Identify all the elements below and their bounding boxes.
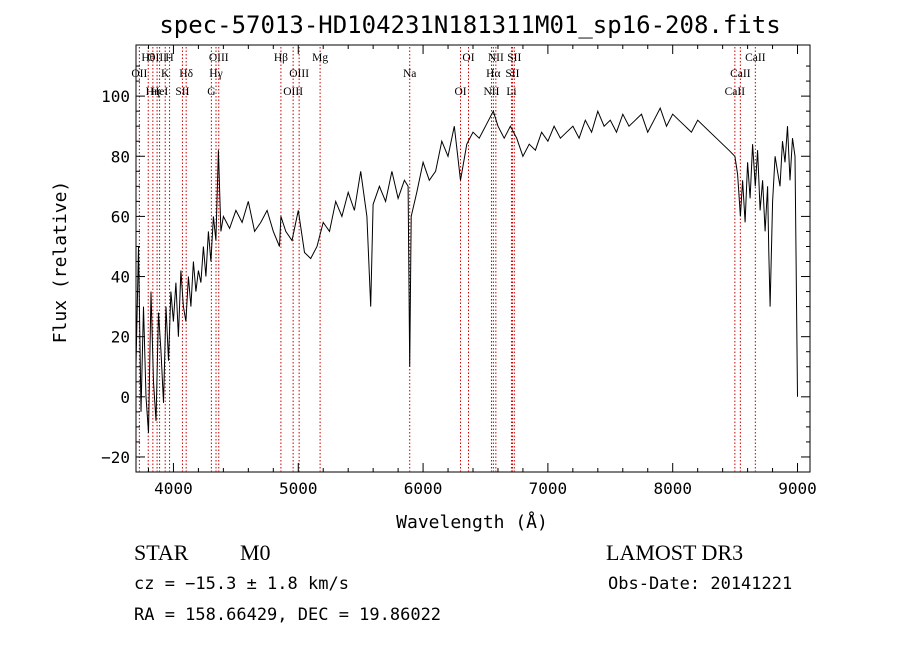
x-tick-label: 8000 xyxy=(653,479,692,498)
line-marker-label: SII xyxy=(507,52,521,64)
line-marker-label: SII xyxy=(505,68,519,80)
x-tick-label: 7000 xyxy=(529,479,568,498)
y-axis: −20 0 20 40 60 80 100 xyxy=(101,65,810,467)
line-marker-label: G xyxy=(207,86,215,98)
coordinates-text: RA = 158.66429, DEC = 19.86022 xyxy=(134,605,441,625)
y-axis-label: Flux (relative) xyxy=(50,181,71,344)
line-marker-label: CaII xyxy=(745,52,766,64)
y-tick-label: 20 xyxy=(111,328,130,347)
x-tick-label: 9000 xyxy=(778,479,817,498)
y-tick-label: 0 xyxy=(120,388,130,407)
line-marker-label: CaII xyxy=(730,68,751,80)
spectral-line-labels: HθOIIHηOIIIKHeIHHδSIIOIIIHγGHβOIIIOIIIMg… xyxy=(131,52,765,98)
line-marker-label: OI xyxy=(454,86,466,98)
line-marker-label: H xyxy=(165,52,173,64)
obs-date: Obs-Date: 20141221 xyxy=(608,574,792,594)
x-tick-label: 4000 xyxy=(154,479,193,498)
line-marker-label: Mg xyxy=(312,52,328,64)
line-marker-label: Hβ xyxy=(274,52,288,64)
line-marker-label: Hα xyxy=(486,68,500,80)
y-tick-label: 40 xyxy=(111,268,130,287)
line-marker-label: NII xyxy=(483,86,499,98)
flux-series-line xyxy=(135,106,798,433)
line-marker-label: NII xyxy=(488,52,504,64)
x-axis: 4000 5000 6000 7000 8000 9000 xyxy=(147,45,817,498)
x-axis-label: Wavelength (Å) xyxy=(396,511,548,533)
survey-name: LAMOST DR3 xyxy=(606,540,743,565)
line-marker-label: Hη xyxy=(146,86,160,98)
line-marker-label: OIII xyxy=(289,68,309,80)
y-tick-label: 60 xyxy=(111,207,130,226)
y-tick-label: 100 xyxy=(101,87,130,106)
line-marker-label: Hγ xyxy=(209,68,222,80)
line-marker-label: OII xyxy=(131,68,147,80)
line-marker-label: K xyxy=(161,68,170,80)
line-marker-label: CaII xyxy=(725,86,746,98)
y-tick-label: −20 xyxy=(101,448,130,467)
line-marker-label: HeI xyxy=(151,86,168,98)
line-marker-label: OIII xyxy=(209,52,229,64)
line-marker-label: OI xyxy=(462,52,474,64)
plot-frame xyxy=(135,44,811,473)
line-marker-label: OIII xyxy=(147,52,167,64)
x-tick-label: 5000 xyxy=(279,479,318,498)
line-marker-label: Hδ xyxy=(179,68,193,80)
spectral-line-markers xyxy=(138,47,756,472)
y-tick-label: 80 xyxy=(111,147,130,166)
line-marker-label: SII xyxy=(175,86,189,98)
line-marker-label: Na xyxy=(403,68,416,80)
line-marker-label: Li xyxy=(506,86,516,98)
redshift-text: cz = −15.3 ± 1.8 km/s xyxy=(134,574,349,594)
object-class: STAR xyxy=(134,540,189,565)
line-marker-label: OIII xyxy=(283,86,303,98)
x-tick-label: 6000 xyxy=(404,479,443,498)
object-subclass: M0 xyxy=(240,540,271,565)
line-marker-label: Hθ xyxy=(141,52,155,64)
chart-title: spec-57013-HD104231N181311M01_sp16-208.f… xyxy=(159,11,780,39)
